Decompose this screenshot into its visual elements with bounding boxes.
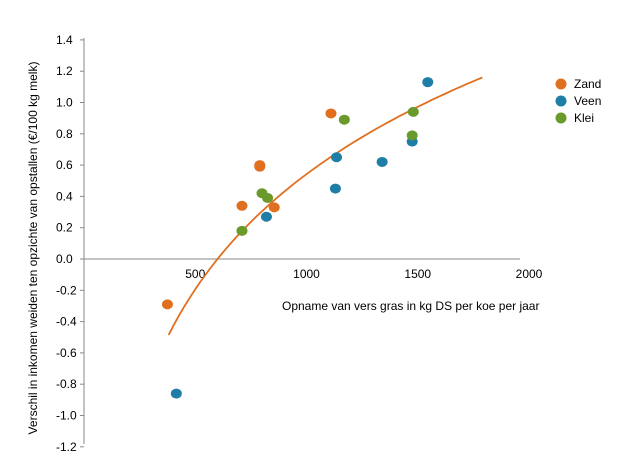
- data-point-veen: [376, 156, 388, 167]
- legend-label-zand: Zand: [574, 77, 601, 91]
- y-tick-label: 1.2: [56, 64, 73, 78]
- y-tick-label: 0.6: [56, 158, 73, 172]
- data-point-klei: [236, 225, 248, 236]
- x-tick-label: 500: [185, 267, 205, 281]
- legend-marker-zand: [555, 78, 567, 90]
- y-tick-label: 0.0: [56, 252, 73, 266]
- y-tick-label: 0.8: [56, 127, 73, 141]
- y-tick-label: -0.4: [56, 315, 77, 329]
- data-point-klei: [406, 130, 418, 141]
- data-point-veen: [331, 152, 343, 163]
- y-axis-title: Verschil in inkomen weiden ten opzichte …: [26, 62, 40, 435]
- data-point-zand: [325, 108, 337, 119]
- legend-label-klei: Klei: [574, 111, 594, 125]
- data-point-klei: [262, 192, 274, 203]
- legend-marker-klei: [555, 112, 567, 124]
- legend-label-veen: Veen: [574, 94, 601, 108]
- trendline: [167, 76, 483, 336]
- data-point-veen: [422, 77, 434, 88]
- x-tick-labels: 500 1000 1500 2000: [185, 267, 542, 281]
- x-tick-label: 1000: [293, 267, 320, 281]
- y-tick-label: 1.0: [56, 96, 73, 110]
- data-point-veen: [260, 211, 272, 222]
- legend-marker-veen: [555, 95, 567, 107]
- data-point-zand: [268, 202, 280, 213]
- x-axis-title: Opname van vers gras in kg DS per koe pe…: [282, 299, 539, 313]
- y-tick-label: -0.2: [56, 283, 77, 297]
- y-tick-label: 0.2: [56, 221, 73, 235]
- data-point-klei: [407, 106, 419, 117]
- y-tick-label: -1.0: [56, 409, 77, 423]
- y-tick-labels: 1.4 1.2 1.0 0.8 0.6 0.4 0.2 0.0 -0.2 -0.4 -0.6 -0.8…: [56, 33, 84, 454]
- y-tick-label: -0.8: [56, 377, 77, 391]
- data-point-veen: [170, 388, 182, 399]
- data-point-veen: [329, 183, 341, 194]
- y-tick-label: 1.4: [56, 33, 73, 47]
- data-points: [161, 77, 434, 399]
- data-point-zand: [254, 161, 266, 172]
- y-tick-label: -0.6: [56, 346, 77, 360]
- y-tick-label: 0.4: [56, 189, 73, 203]
- y-tick-label: -1.2: [56, 440, 77, 454]
- data-point-zand: [236, 200, 248, 211]
- data-point-zand: [161, 299, 173, 310]
- x-tick-label: 2000: [516, 267, 543, 281]
- x-tick-label: 1500: [404, 267, 431, 281]
- legend: Zand Veen Klei: [555, 77, 601, 125]
- data-point-klei: [338, 114, 350, 125]
